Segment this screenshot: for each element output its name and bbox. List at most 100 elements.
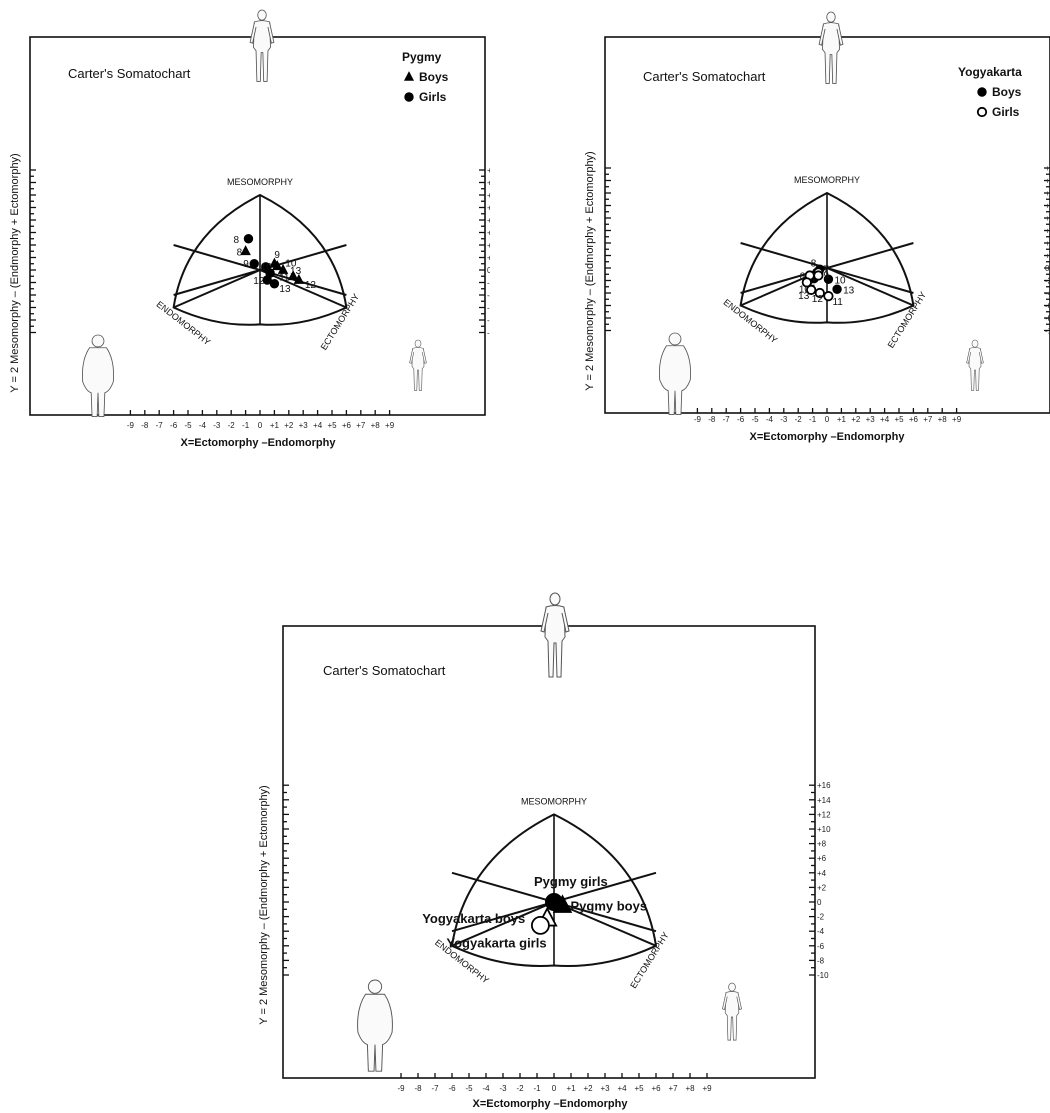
data-label: 9	[823, 271, 829, 282]
y-tick-label: +16	[817, 781, 831, 790]
y-tick-label: -10	[487, 329, 490, 338]
mesomorph-figure-body	[253, 20, 271, 82]
x-tick-label: +1	[566, 1084, 576, 1093]
region-mesomorphy: MESOMORPHY	[521, 796, 587, 806]
legend-label: Girls	[992, 105, 1020, 119]
data-point	[293, 273, 305, 284]
y-tick-label: +6	[487, 229, 490, 238]
x-axis-title: X=Ectomorphy –Endomorphy	[750, 431, 906, 443]
x-tick-label: +5	[634, 1084, 644, 1093]
x-tick-label: +2	[583, 1084, 593, 1093]
y-tick-label: +14	[487, 179, 490, 188]
y-tick-label: -6	[1045, 302, 1050, 311]
y-tick-label: +16	[1045, 164, 1050, 173]
x-tick-label: -1	[809, 415, 817, 424]
x-tick-label: +7	[356, 421, 366, 430]
y-axis-title: Y = 2 Mesomorphy – (Endmorphy + Ectomorp…	[584, 151, 596, 390]
x-tick-label: -7	[431, 1084, 439, 1093]
legend-label: Boys	[419, 70, 449, 84]
y-tick-label: +6	[817, 854, 827, 863]
x-tick-label: -4	[482, 1084, 490, 1093]
x-tick-label: +6	[342, 421, 352, 430]
x-tick-label: +7	[923, 415, 933, 424]
y-tick-label: -8	[487, 316, 490, 325]
data-label: 11	[279, 272, 290, 283]
x-tick-label: -8	[708, 415, 716, 424]
data-label: 13	[798, 291, 810, 302]
x-tick-label: -6	[737, 415, 745, 424]
x-tick-label: -8	[141, 421, 149, 430]
x-tick-label: 0	[258, 421, 263, 430]
region-mesomorphy: MESOMORPHY	[794, 175, 860, 185]
y-axis-title: Y = 2 Mesomorphy – (Endmorphy + Ectomorp…	[258, 785, 270, 1024]
data-label: 8	[233, 235, 239, 246]
x-tick-label: -4	[199, 421, 207, 430]
x-tick-label: +7	[668, 1084, 678, 1093]
data-point	[814, 287, 825, 299]
x-tick-label: -9	[694, 415, 702, 424]
endomorph-figure-body	[82, 347, 114, 418]
x-tick-label: +9	[702, 1084, 712, 1093]
y-tick-label: +4	[487, 241, 490, 250]
endomorph-figure-body	[357, 993, 393, 1072]
data-point	[261, 262, 271, 272]
ectomorph-figure-head	[414, 339, 422, 348]
data-label: Yogyakarta boys	[422, 911, 525, 926]
data-label: 13	[290, 266, 302, 277]
legend-label: Girls	[419, 90, 447, 104]
x-tick-label: +1	[270, 421, 280, 430]
y-tick-label: +12	[1045, 189, 1050, 198]
data-label: 8	[237, 247, 243, 258]
x-tick-label: +3	[866, 415, 876, 424]
x-tick-label: -2	[228, 421, 236, 430]
legend-marker	[977, 87, 987, 97]
x-tick-label: -9	[397, 1084, 405, 1093]
y-tick-label: +8	[1045, 214, 1050, 223]
ectomorph-figure-body	[411, 347, 425, 391]
mesomorph-figure-arms	[540, 607, 570, 633]
y-tick-label: -6	[817, 942, 825, 951]
y-tick-label: +8	[817, 840, 827, 849]
legend-marker	[404, 92, 414, 102]
y-tick-label: -8	[817, 956, 825, 965]
data-label: 13	[843, 285, 855, 296]
x-tick-label: +8	[685, 1084, 695, 1093]
ectomorph-figure-body	[968, 347, 982, 391]
y-tick-label: +2	[817, 883, 827, 892]
data-label: 12	[812, 294, 824, 305]
x-tick-label: +6	[909, 415, 919, 424]
data-label: 10	[834, 275, 846, 286]
data-label: Yogyakarta girls	[446, 935, 546, 950]
endomorph-figure-head	[367, 979, 383, 994]
data-point	[272, 260, 283, 271]
x-axis-title: X=Ectomorphy –Endomorphy	[181, 437, 337, 449]
mesomorph-figure-body	[544, 605, 566, 678]
endomorph-figure-head	[668, 332, 682, 346]
somatochart-comparison: -9 -8 -7 -6 -5 -4 -3 -2 -1 0 +1 +2 +3 +4 +5 +6 +7 +8 +9-10…	[258, 592, 831, 1110]
legend-title: Pygmy	[402, 50, 442, 64]
data-label: 9	[243, 259, 249, 270]
divider-endo	[173, 269, 261, 309]
y-tick-label: +6	[1045, 227, 1050, 236]
y-tick-label: 0	[817, 898, 822, 907]
ectomorph-figure-head	[728, 982, 736, 992]
region-ectomorphy: ECTOMORPHY	[319, 292, 362, 352]
y-tick-label: +10	[817, 825, 831, 834]
y-tick-label: +10	[1045, 202, 1050, 211]
x-tick-label: +3	[600, 1084, 610, 1093]
data-point	[249, 259, 259, 269]
x-tick-label: +4	[880, 415, 890, 424]
y-tick-label: -10	[1045, 327, 1050, 336]
x-tick-label: +3	[299, 421, 309, 430]
x-tick-label: +5	[327, 421, 337, 430]
endomorph-figure-head	[91, 334, 105, 348]
x-tick-label: +8	[371, 421, 381, 430]
data-point	[801, 277, 812, 288]
x-tick-label: -7	[156, 421, 164, 430]
legend-marker	[403, 71, 415, 81]
x-tick-label: -8	[414, 1084, 422, 1093]
data-point	[813, 270, 824, 281]
y-tick-label: +4	[817, 869, 827, 878]
x-tick-label: -7	[723, 415, 731, 424]
ectomorph-figure-arms	[966, 348, 984, 364]
